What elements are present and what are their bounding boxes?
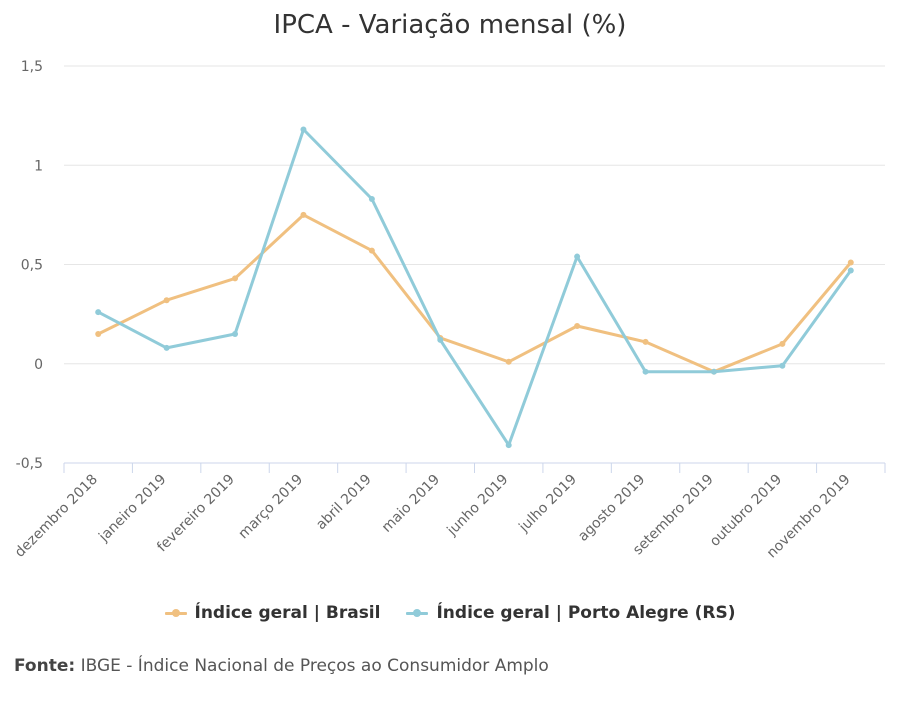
- legend: Índice geral | Brasil Índice geral | Port…: [0, 603, 900, 623]
- x-tick-label: agosto 2019: [575, 472, 648, 545]
- data-point: [232, 330, 239, 337]
- data-point: [300, 126, 307, 133]
- series-line: [96, 213, 853, 374]
- data-point: [642, 338, 649, 345]
- y-tick-label: 0: [34, 357, 43, 373]
- x-tick-label: dezembro 2018: [12, 472, 101, 561]
- data-point: [779, 340, 786, 347]
- y-tick-label: -0,5: [16, 456, 43, 472]
- data-point: [710, 368, 717, 375]
- y-tick-label: 1: [34, 158, 43, 174]
- y-axis-tick-labels: -0,5 0 0,5 1 1,5: [16, 59, 43, 472]
- x-tick-label: maio 2019: [379, 472, 443, 536]
- series: [95, 211, 854, 375]
- series: [95, 126, 854, 449]
- data-point: [505, 442, 512, 449]
- y-tick-label: 1,5: [21, 59, 43, 75]
- data-point: [232, 275, 239, 282]
- data-point: [642, 368, 649, 375]
- y-tick-label: 0,5: [21, 258, 43, 274]
- legend-label: Índice geral | Brasil: [194, 603, 381, 623]
- x-tick-label: abril 2019: [313, 472, 375, 534]
- data-point: [437, 336, 444, 343]
- source-note: Fonte: IBGE - Índice Nacional de Preços …: [14, 656, 549, 676]
- series-line: [96, 128, 853, 447]
- series-lines: [95, 126, 854, 449]
- legend-swatch: [164, 607, 187, 619]
- legend-item[interactable]: Índice geral | Porto Alegre (RS): [406, 603, 735, 623]
- data-point: [505, 358, 512, 365]
- source-label: Fonte:: [14, 656, 76, 676]
- x-axis: [63, 462, 886, 473]
- data-point: [95, 330, 102, 337]
- x-tick-label: janeiro 2019: [95, 472, 169, 546]
- x-tick-label: outubro 2019: [707, 472, 785, 550]
- data-point: [300, 211, 307, 218]
- source-text: IBGE - Índice Nacional de Preços ao Cons…: [75, 656, 549, 676]
- x-tick-label: julho 2019: [515, 472, 579, 536]
- x-tick-label: março 2019: [236, 472, 307, 543]
- data-point: [95, 309, 102, 316]
- data-point: [368, 247, 375, 254]
- data-point: [779, 362, 786, 369]
- data-point: [847, 259, 854, 266]
- data-point: [574, 323, 581, 330]
- data-point: [574, 253, 581, 260]
- data-point: [163, 297, 170, 304]
- grid-lines: [64, 65, 885, 365]
- legend-swatch: [406, 607, 429, 619]
- data-point: [368, 195, 375, 202]
- data-point: [163, 344, 170, 351]
- x-tick-label: junho 2019: [444, 472, 512, 540]
- legend-label: Índice geral | Porto Alegre (RS): [436, 603, 736, 623]
- data-point: [847, 267, 854, 274]
- legend-item[interactable]: Índice geral | Brasil: [164, 603, 381, 623]
- chart-title: IPCA - Variação mensal (%): [273, 10, 627, 40]
